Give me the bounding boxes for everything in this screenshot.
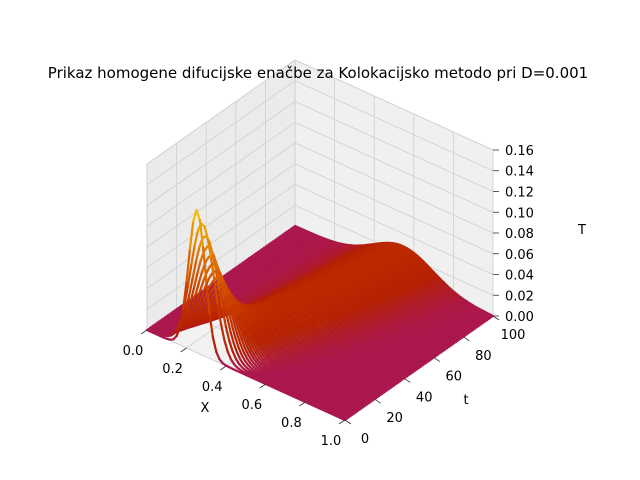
z-gridline: [146, 121, 494, 227]
surface-strip: [441, 346, 447, 351]
surface-strip: [410, 368, 416, 373]
surface-strip: [481, 318, 487, 323]
surface-strip: [423, 359, 429, 363]
surface-strip: [438, 348, 444, 353]
surface-strip: [388, 384, 394, 388]
surface-strip: [484, 316, 490, 321]
surface-strip: [444, 344, 450, 349]
surface: [145, 209, 495, 422]
surface-strip: [462, 332, 468, 336]
surface-strip: [451, 339, 458, 344]
surface-strip: [432, 352, 438, 357]
surface-strip: [405, 371, 412, 376]
surface-strip: [392, 381, 398, 385]
surface-strip: [425, 358, 431, 362]
surface-strip: [454, 337, 461, 341]
surface-strip: [470, 325, 477, 330]
surface-strip: [419, 362, 425, 366]
surface-strip: [408, 369, 415, 374]
surface-strip: [466, 328, 472, 333]
z-gridline: [146, 184, 494, 289]
surface-strip: [373, 394, 379, 399]
surface-strip: [416, 364, 422, 369]
surface-strip: [476, 321, 483, 326]
surface-strip: [473, 323, 480, 328]
surface-strip: [439, 347, 446, 352]
surface-strip: [377, 391, 384, 396]
surface-strip: [404, 372, 410, 377]
surface-strip: [417, 363, 424, 367]
surface-strip: [407, 370, 413, 375]
surface-strip: [445, 343, 452, 348]
surface-strip: [478, 320, 484, 325]
surface-strip: [414, 365, 421, 370]
surface-strip: [442, 345, 449, 350]
surface-strip: [380, 389, 387, 393]
surface-strip: [488, 313, 495, 318]
surface-strip: [411, 367, 418, 372]
surface-strip: [448, 341, 455, 346]
surface-strip: [393, 380, 400, 384]
surface-strip: [420, 361, 426, 365]
surface-strip: [396, 377, 403, 382]
surface-strip: [422, 360, 428, 364]
surface-strip: [457, 335, 463, 339]
surface-strip: [401, 374, 407, 379]
surface-strip: [385, 386, 391, 390]
surface-strip: [482, 317, 489, 322]
surface-strip: [469, 326, 475, 331]
surface-strip: [398, 376, 404, 381]
surface-strip: [370, 396, 376, 401]
surface-strip: [374, 393, 381, 398]
surface-strip: [436, 349, 443, 354]
surface-strip: [395, 378, 401, 383]
surface-strip: [386, 385, 392, 389]
surface-strip: [379, 390, 385, 395]
surface-strip: [487, 314, 493, 319]
surface-strip: [435, 350, 441, 355]
surface-strip: [485, 315, 492, 320]
surface-strip: [430, 354, 437, 358]
surface-strip: [467, 327, 474, 332]
surface-strip: [463, 331, 469, 335]
surface-strip: [464, 330, 471, 334]
surface-strip: [459, 334, 465, 338]
surface-strip: [376, 392, 382, 397]
z-gridline: [146, 59, 494, 165]
surface-strip: [399, 375, 406, 380]
z-gridline: [146, 101, 494, 206]
surface-strip: [472, 324, 478, 329]
surface-strip: [479, 319, 486, 324]
surface-strip: [368, 397, 375, 402]
surface-strip: [383, 387, 389, 391]
surface-strip: [413, 366, 419, 371]
surface-strip: [453, 338, 459, 343]
surface-strip: [475, 322, 481, 327]
surface-strip: [460, 333, 466, 337]
z-gridline: [146, 80, 494, 186]
surface-strip: [450, 340, 456, 345]
surface-strip: [402, 373, 409, 378]
surface-strip: [433, 351, 440, 356]
surface-strip: [447, 342, 453, 347]
surface-strip: [389, 383, 395, 387]
surface-strip: [371, 395, 378, 400]
surface-strip: [456, 336, 462, 340]
surface-strip: [426, 357, 432, 361]
surface-strip: [382, 388, 388, 392]
surface-strip: [429, 355, 435, 359]
surface-strip: [427, 356, 434, 360]
surface-strip: [390, 382, 397, 386]
